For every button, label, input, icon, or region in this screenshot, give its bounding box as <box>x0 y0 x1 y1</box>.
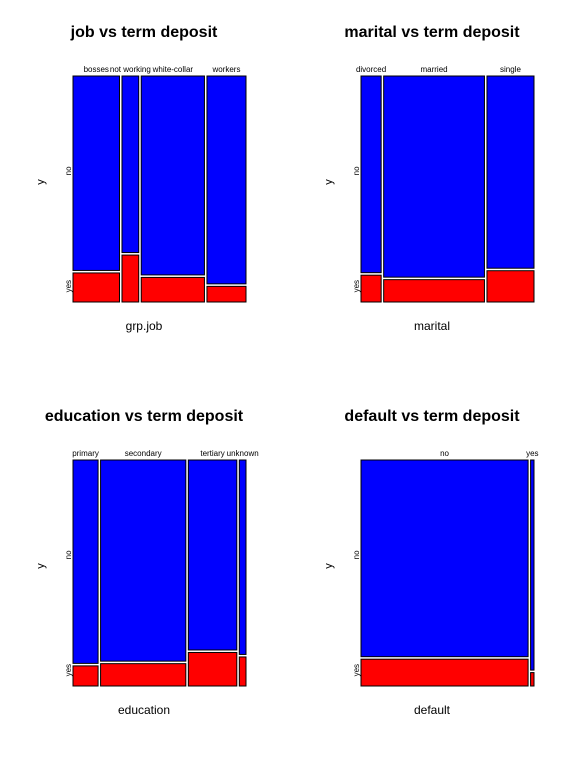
level-label-yes: yes <box>64 280 73 292</box>
mosaic-plot: no yes divorced married single <box>352 65 535 303</box>
mosaic-panel-job: job vs term deposit y grp.job no yes bosse… <box>0 0 288 384</box>
tile-workers-no <box>206 75 247 285</box>
category-label: not working <box>110 65 151 74</box>
tile-yes-yes <box>530 672 535 687</box>
tile-not-working-no <box>121 75 140 254</box>
category-label: tertiary <box>200 449 224 458</box>
category-label: single <box>500 65 521 74</box>
tile-single-no <box>486 75 535 269</box>
chart-title: education vs term deposit <box>44 408 244 425</box>
tile-bosses-yes <box>72 272 120 303</box>
tile-tertiary-no <box>187 459 238 651</box>
tile-secondary-no <box>100 459 187 662</box>
chart-title: default vs term deposit <box>344 408 520 425</box>
category-label: bosses <box>84 65 109 74</box>
tile-white-collar-no <box>140 75 205 276</box>
mosaic-plot: no yes bosses not working white-collar worker… <box>64 65 247 303</box>
tile-primary-no <box>72 459 99 664</box>
tile-divorced-yes <box>360 274 382 303</box>
category-label: workers <box>211 65 240 74</box>
tile-single-yes <box>486 270 535 303</box>
tile-bosses-no <box>72 75 120 271</box>
x-axis-label: grp.job <box>125 319 163 333</box>
category-label: secondary <box>125 449 162 458</box>
chart-title: marital vs term deposit <box>344 24 520 41</box>
level-label-no: no <box>352 550 361 559</box>
category-label: no <box>440 449 449 458</box>
category-label: yes <box>526 449 538 458</box>
tile-primary-yes <box>72 665 99 687</box>
tile-married-yes <box>383 279 485 303</box>
x-axis-label: marital <box>413 319 450 333</box>
tile-not-working-yes <box>121 254 140 303</box>
level-label-no: no <box>64 550 73 559</box>
tile-secondary-yes <box>100 663 187 687</box>
tile-married-no <box>383 75 485 278</box>
tile-no-no <box>360 459 529 658</box>
chart-title: job vs term deposit <box>70 24 218 41</box>
level-label-no: no <box>352 166 361 175</box>
category-label: married <box>420 65 447 74</box>
tile-white-collar-yes <box>140 276 205 303</box>
mosaic-panel-education: education vs term deposit y education no… <box>0 384 288 768</box>
level-label-yes: yes <box>64 664 73 676</box>
mosaic-plot: no yes no yes <box>352 449 539 687</box>
mosaic-plot: no yes primary secondary tertiary unknown <box>64 449 259 687</box>
category-label: white-collar <box>152 65 194 74</box>
mosaic-panel-marital: marital vs term deposit y marital no yes d… <box>288 0 576 384</box>
x-axis-label: default <box>413 703 451 717</box>
x-axis-label: education <box>117 703 171 717</box>
level-label-yes: yes <box>352 280 361 292</box>
tile-divorced-no <box>360 75 382 274</box>
tile-no-yes <box>360 658 529 687</box>
category-label: divorced <box>356 65 386 74</box>
tile-unknown-yes <box>238 656 247 687</box>
tile-unknown-no <box>238 459 247 655</box>
tile-workers-yes <box>206 285 247 303</box>
category-label: unknown <box>227 449 259 458</box>
category-label: primary <box>72 449 99 458</box>
tile-yes-no <box>530 459 535 671</box>
tile-tertiary-yes <box>187 651 238 687</box>
mosaic-panel-default: default vs term deposit y default no yes n… <box>288 384 576 768</box>
level-label-no: no <box>64 166 73 175</box>
level-label-yes: yes <box>352 664 361 676</box>
